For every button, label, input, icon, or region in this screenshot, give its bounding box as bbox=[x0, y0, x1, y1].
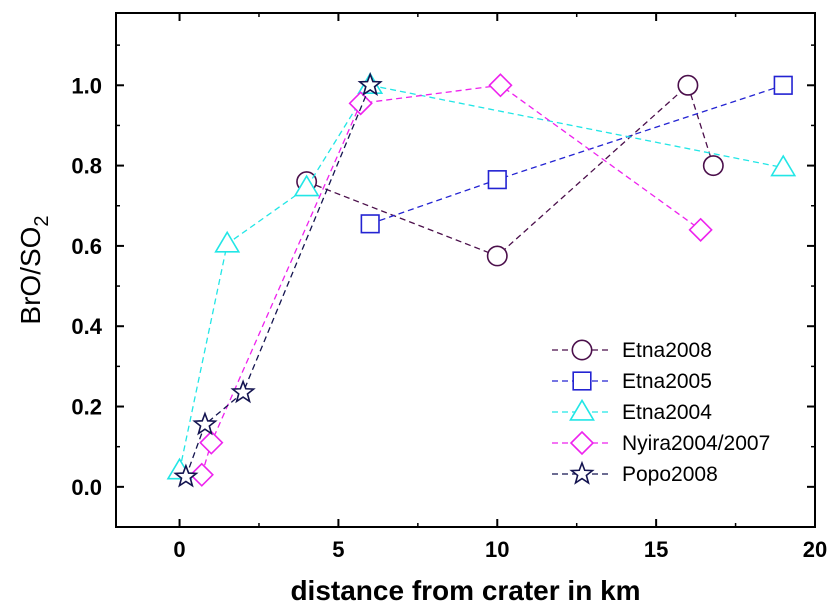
y-tick-label: 0.2 bbox=[71, 395, 102, 420]
series-line bbox=[306, 84, 714, 257]
legend-item: Nyira2004/2007 bbox=[552, 430, 770, 456]
series-line bbox=[185, 85, 371, 478]
data-point bbox=[360, 214, 380, 234]
legend-item: Etna2008 bbox=[552, 339, 712, 362]
x-axis-title: distance from crater in km bbox=[290, 575, 640, 606]
data-point bbox=[357, 71, 383, 97]
data-point bbox=[487, 170, 507, 190]
y-axis-title: BrO/SO2 bbox=[15, 215, 53, 324]
legend-label: Etna2008 bbox=[622, 339, 712, 362]
y-tick-label: 0.6 bbox=[71, 234, 102, 259]
y-tick-label: 0.0 bbox=[71, 475, 102, 500]
data-point bbox=[488, 73, 513, 98]
x-tick-label: 5 bbox=[332, 537, 344, 562]
y-axis-title-main: BrO/SO bbox=[15, 227, 46, 325]
series-etna2005 bbox=[360, 75, 793, 234]
legend-label: Nyira2004/2007 bbox=[622, 432, 770, 455]
data-point bbox=[189, 462, 214, 487]
legend-item: Etna2004 bbox=[552, 398, 712, 424]
x-tick-label: 10 bbox=[485, 537, 509, 562]
legend-item: Etna2005 bbox=[552, 370, 712, 393]
series-line bbox=[178, 84, 784, 471]
data-point bbox=[199, 430, 224, 455]
data-point bbox=[348, 91, 373, 116]
legend-marker bbox=[569, 398, 595, 421]
series-popo2008 bbox=[173, 71, 383, 488]
series-nyira2004-2007 bbox=[189, 73, 713, 487]
ticks-layer: 0 5 10 15 20 0.0 0.2 0.4 0.6 0.8 1.0 bbox=[71, 13, 827, 562]
y-tick-label: 1.0 bbox=[71, 73, 102, 98]
legend-marker bbox=[572, 371, 592, 391]
data-point bbox=[230, 379, 256, 404]
x-tick-label: 20 bbox=[803, 537, 827, 562]
legend-item: Popo2008 bbox=[552, 460, 718, 486]
legend-label: Etna2004 bbox=[622, 401, 712, 424]
data-point bbox=[486, 245, 508, 267]
data-point bbox=[192, 411, 218, 436]
series-line bbox=[369, 84, 784, 225]
y-tick-label: 0.4 bbox=[71, 314, 102, 339]
x-tick-label: 0 bbox=[173, 537, 185, 562]
data-point bbox=[688, 217, 713, 242]
data-point bbox=[770, 154, 797, 177]
data-point bbox=[773, 75, 793, 95]
y-tick-label: 0.8 bbox=[71, 154, 102, 179]
plot-frame bbox=[115, 12, 816, 528]
data-point bbox=[173, 463, 199, 488]
legend-marker bbox=[569, 460, 595, 485]
data-point bbox=[214, 230, 241, 253]
legend-marker bbox=[569, 430, 595, 456]
series-layer bbox=[166, 71, 797, 488]
legend-marker bbox=[571, 339, 593, 361]
legend-label: Etna2005 bbox=[622, 370, 712, 393]
x-tick-label: 15 bbox=[644, 537, 668, 562]
legend: Etna2008 Etna2005 Etna2004 Nyira2004/2007 Po… bbox=[552, 339, 770, 486]
y-axis-title-subscript: 2 bbox=[31, 215, 53, 226]
legend-label: Popo2008 bbox=[622, 463, 718, 486]
data-point bbox=[677, 74, 699, 96]
data-point bbox=[293, 174, 320, 197]
data-point bbox=[702, 155, 724, 177]
